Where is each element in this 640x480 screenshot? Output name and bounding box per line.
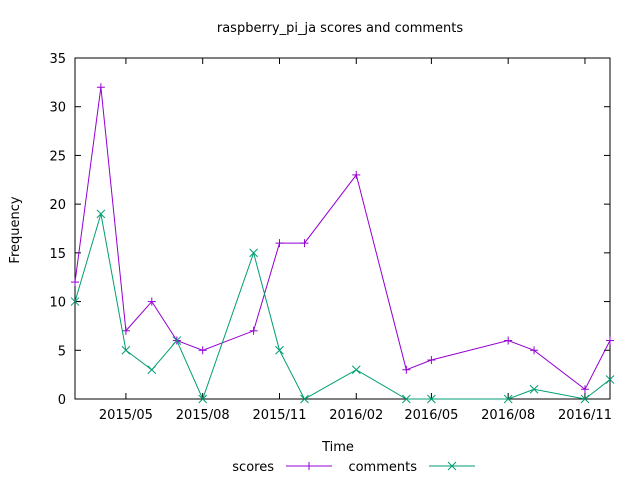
y-tick-label: 20 [49, 198, 66, 213]
x-tick-label: 2016/02 [329, 408, 383, 423]
y-tick-label: 30 [49, 101, 66, 116]
legend-marker-scores [305, 462, 313, 470]
data-point-comments [275, 345, 284, 355]
data-point-comments [70, 297, 80, 306]
y-tick-label: 0 [58, 393, 66, 408]
x-tick-label: 2015/08 [176, 408, 230, 423]
legend-label-comments: comments [348, 460, 417, 475]
data-point-scores [606, 336, 614, 345]
series-line-comments [74, 213, 611, 401]
data-point-comments [427, 394, 436, 404]
data-point-comments [300, 394, 309, 404]
data-point-comments [529, 384, 539, 394]
y-tick-label: 15 [49, 247, 66, 262]
data-point-comments [121, 345, 131, 355]
data-point-scores [402, 365, 411, 374]
x-tick-label: 2015/11 [252, 408, 306, 423]
x-tick-label: 2016/08 [481, 408, 535, 423]
y-tick-label: 5 [58, 344, 66, 359]
data-point-comments [401, 394, 411, 404]
legend-marker-comments [447, 461, 457, 471]
data-point-scores [352, 170, 361, 179]
data-point-scores [504, 336, 513, 345]
data-point-comments [580, 394, 590, 404]
data-point-scores [249, 326, 258, 335]
x-tick-label: 2016/05 [404, 408, 458, 423]
data-point-scores [121, 326, 130, 335]
data-point-comments [172, 336, 182, 345]
x-axis-label: Time [321, 440, 354, 455]
data-point-scores [427, 356, 436, 365]
data-point-comments [147, 365, 157, 375]
data-point-scores [71, 278, 79, 287]
data-point-comments [96, 209, 106, 219]
data-point-comments [503, 394, 513, 404]
y-axis-label: Frequency [8, 196, 23, 263]
series-line-scores [74, 87, 611, 391]
data-point-comments [605, 375, 615, 384]
axes: 0 5 10 15 20 25 30 35 2015/05 2015/08 2015/11 2016/… [49, 52, 612, 423]
data-point-scores [147, 297, 156, 306]
x-tick-label: 2016/11 [558, 408, 612, 423]
data-point-comments [249, 248, 258, 258]
data-point-comments [198, 394, 208, 404]
series-layer [70, 83, 615, 404]
data-point-scores [275, 239, 284, 248]
data-point-scores [96, 83, 105, 92]
chart-title: raspberry_pi_ja scores and comments [217, 21, 464, 36]
data-point-scores [530, 346, 539, 355]
legend-label-scores: scores [232, 460, 274, 475]
y-tick-label: 10 [49, 296, 66, 311]
data-point-scores [198, 346, 207, 355]
data-point-scores [300, 239, 309, 248]
x-tick-label: 2015/05 [99, 408, 153, 423]
y-tick-label: 25 [49, 149, 66, 164]
legend: scores comments [232, 460, 475, 475]
data-point-comments [351, 365, 361, 375]
data-point-scores [580, 385, 589, 394]
y-tick-label: 35 [49, 52, 66, 67]
plot-frame [74, 57, 611, 400]
